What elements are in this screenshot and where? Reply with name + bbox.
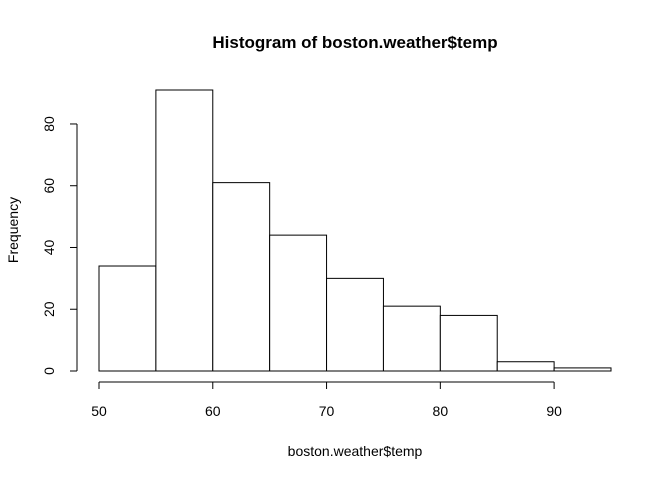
x-axis-label: boston.weather$temp <box>288 443 423 459</box>
histogram-bar-50-55 <box>98 265 157 372</box>
x-tick-label-60: 60 <box>205 403 221 419</box>
histogram-bar-75-80 <box>382 305 441 372</box>
y-axis-label: Frequency <box>5 197 21 263</box>
chart-title: Histogram of boston.weather$temp <box>212 33 497 52</box>
y-tick-label-40: 40 <box>41 239 57 255</box>
histogram-bars <box>98 89 612 372</box>
histogram-bar-90-95 <box>553 367 612 372</box>
x-axis: 50 60 70 80 90 <box>91 381 562 419</box>
x-tick-label-90: 90 <box>546 403 562 419</box>
y-tick-label-0: 0 <box>41 367 57 375</box>
histogram-bar-55-60 <box>155 89 214 372</box>
histogram-bar-65-70 <box>269 234 328 372</box>
y-tick-label-80: 80 <box>41 116 57 132</box>
y-axis: 0 20 40 60 80 <box>41 116 78 375</box>
y-tick-label-20: 20 <box>41 301 57 317</box>
y-tick-label-60: 60 <box>41 178 57 194</box>
histogram-bar-85-90 <box>496 361 555 372</box>
x-tick-label-70: 70 <box>319 403 335 419</box>
x-tick-label-80: 80 <box>433 403 449 419</box>
histogram-bar-60-65 <box>212 182 271 372</box>
histogram-bar-70-75 <box>326 277 384 372</box>
x-tick-label-50: 50 <box>91 403 107 419</box>
histogram-bar-80-85 <box>439 314 498 372</box>
